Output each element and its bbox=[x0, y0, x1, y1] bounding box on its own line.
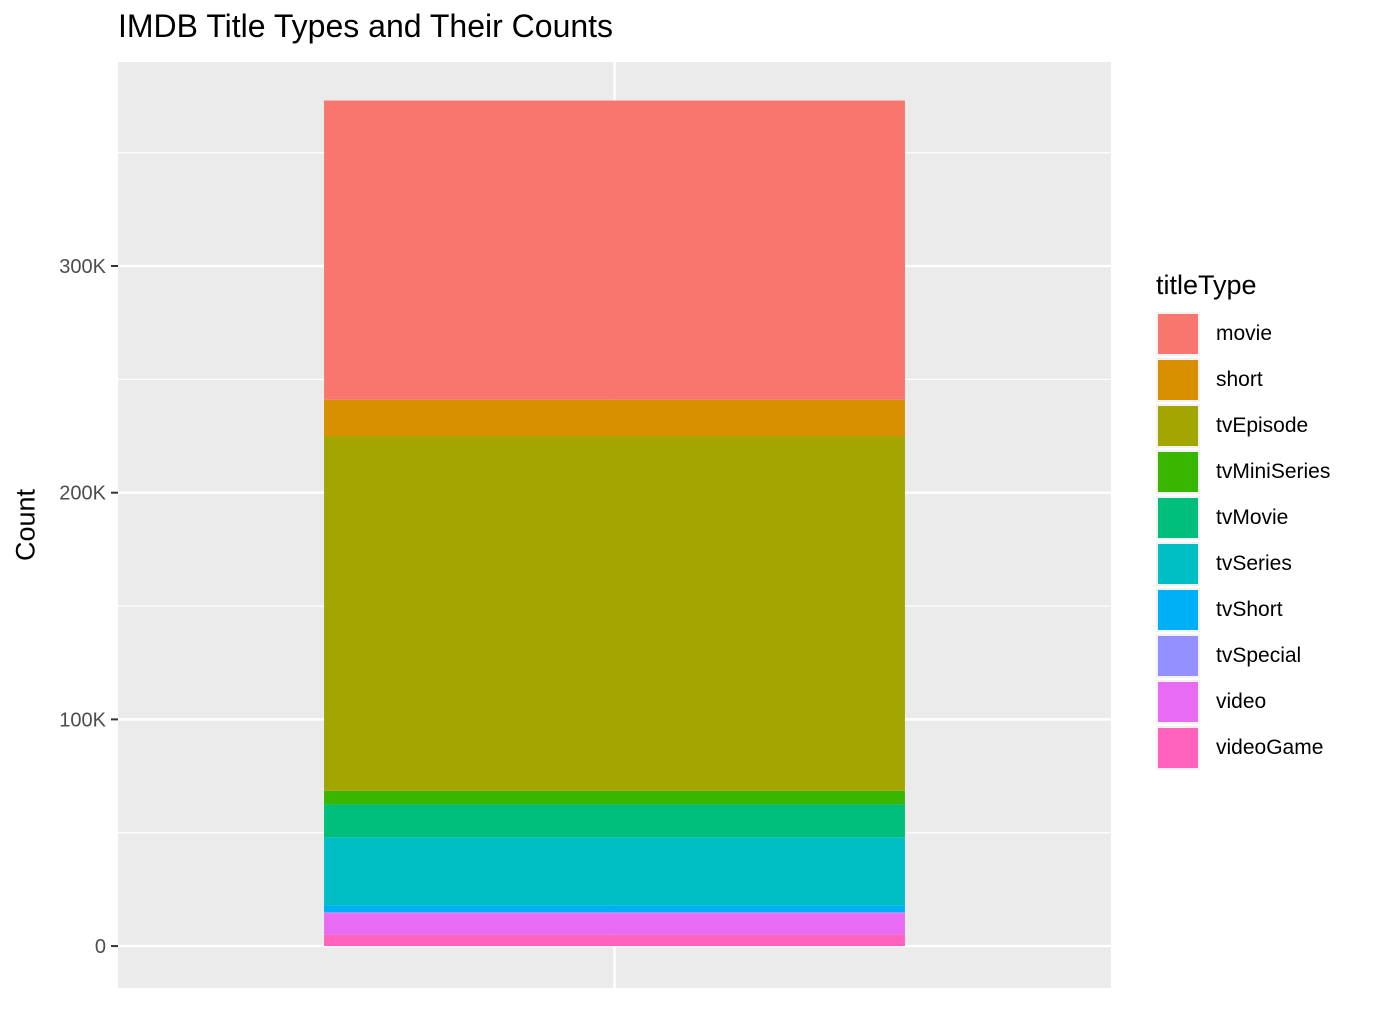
legend-label: tvMiniSeries bbox=[1216, 460, 1331, 483]
legend-label: short bbox=[1216, 368, 1263, 391]
y-tick-label: 200K bbox=[59, 483, 106, 505]
legend-item-movie: movie bbox=[1156, 311, 1330, 357]
legend-swatch bbox=[1158, 406, 1198, 446]
legend-item-videoGame: videoGame bbox=[1156, 725, 1330, 771]
bar-layer bbox=[324, 100, 905, 947]
legend-key bbox=[1156, 634, 1200, 678]
legend-item-tvMovie: tvMovie bbox=[1156, 495, 1330, 541]
legend-label: video bbox=[1216, 690, 1267, 713]
legend-item-tvSpecial: tvSpecial bbox=[1156, 633, 1330, 679]
legend-item-tvMiniSeries: tvMiniSeries bbox=[1156, 449, 1330, 495]
bar-segment-tvMovie bbox=[324, 804, 905, 838]
y-tick-label: 0 bbox=[95, 936, 106, 958]
legend-items: movie short tvEpisode tvMiniSeries tvMovie tv… bbox=[1156, 311, 1330, 771]
bar-segment-short bbox=[324, 399, 905, 437]
legend-label: tvSeries bbox=[1216, 552, 1292, 575]
legend-title: titleType bbox=[1156, 270, 1257, 300]
bar-segment-movie bbox=[324, 100, 905, 400]
y-tick-label: 300K bbox=[59, 256, 106, 278]
chart-title: IMDB Title Types and Their Counts bbox=[118, 8, 614, 44]
legend-key bbox=[1156, 588, 1200, 632]
legend-key bbox=[1156, 312, 1200, 356]
legend-swatch bbox=[1158, 636, 1198, 676]
axis-layer: 0 100K 200K 300K bbox=[59, 256, 118, 958]
legend: titleType movie short tvEpisode tvMiniSerie… bbox=[1156, 270, 1330, 771]
legend-key bbox=[1156, 680, 1200, 724]
legend-key bbox=[1156, 496, 1200, 540]
legend-key bbox=[1156, 542, 1200, 586]
legend-key bbox=[1156, 404, 1200, 448]
legend-key bbox=[1156, 450, 1200, 494]
legend-label: tvSpecial bbox=[1216, 644, 1302, 667]
legend-key bbox=[1156, 358, 1200, 402]
legend-swatch bbox=[1158, 682, 1198, 722]
legend-item-short: short bbox=[1156, 357, 1330, 403]
legend-swatch bbox=[1158, 590, 1198, 630]
bar-segment-tvEpisode bbox=[324, 436, 905, 791]
legend-swatch bbox=[1158, 452, 1198, 492]
legend-key bbox=[1156, 726, 1200, 770]
legend-item-tvSeries: tvSeries bbox=[1156, 541, 1330, 587]
bar-segment-tvShort bbox=[324, 905, 905, 913]
legend-label: videoGame bbox=[1216, 736, 1324, 759]
legend-swatch bbox=[1158, 544, 1198, 584]
legend-item-tvShort: tvShort bbox=[1156, 587, 1330, 633]
y-tick-label: 100K bbox=[59, 709, 106, 731]
bar-segment-videoGame bbox=[324, 934, 905, 947]
legend-label: movie bbox=[1216, 322, 1273, 345]
legend-item-tvEpisode: tvEpisode bbox=[1156, 403, 1330, 449]
legend-swatch bbox=[1158, 314, 1198, 354]
legend-label: tvEpisode bbox=[1216, 414, 1309, 437]
bar-segment-tvSpecial bbox=[324, 912, 905, 914]
legend-swatch bbox=[1158, 498, 1198, 538]
legend-label: tvMovie bbox=[1216, 506, 1289, 529]
bar-segment-tvSeries bbox=[324, 837, 905, 906]
bar-segment-tvMiniSeries bbox=[324, 790, 905, 805]
legend-swatch bbox=[1158, 728, 1198, 768]
legend-label: tvShort bbox=[1216, 598, 1283, 621]
bar-segment-video bbox=[324, 913, 905, 935]
legend-item-video: video bbox=[1156, 679, 1330, 725]
legend-swatch bbox=[1158, 360, 1198, 400]
